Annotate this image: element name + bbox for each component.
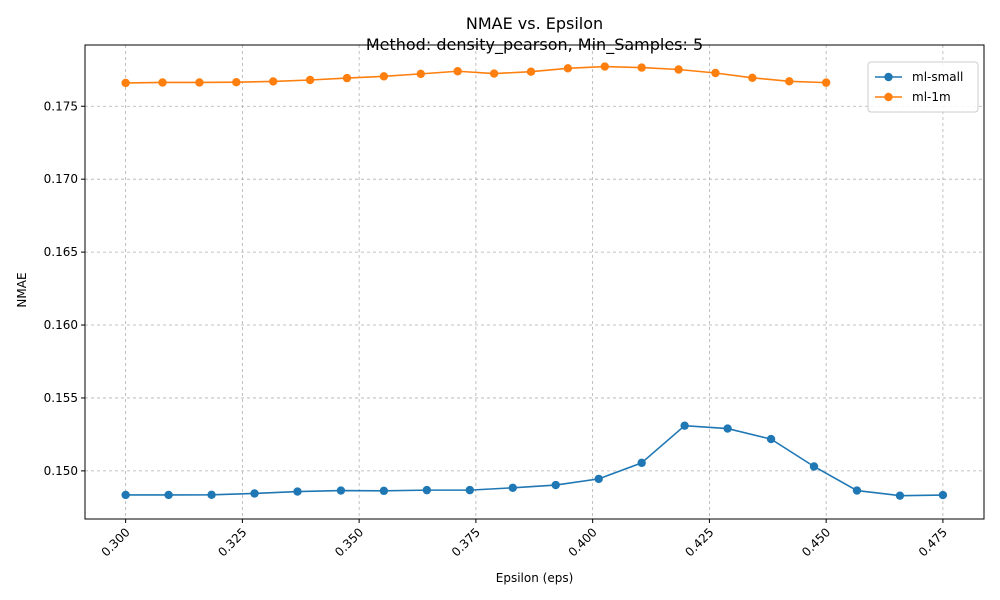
series-line-ml-1m [125,65,827,84]
x-axis-label: Epsilon (eps) [496,571,574,585]
data-point-ml-1m [674,65,683,74]
data-point-ml-1m [453,67,462,76]
legend-box [867,61,979,113]
y-tick-label: 0.150 [44,464,78,478]
data-point-ml-small [723,424,732,433]
series-line-ml-small [125,424,943,497]
x-tick-label: 0.450 [799,525,833,559]
data-point-ml-1m [121,78,130,88]
y-axis-label: NMAE [15,272,29,307]
data-point-ml-1m [342,73,352,83]
legend-marker-ml-small [884,72,893,82]
data-point-ml-1m [600,62,609,71]
data-point-ml-small [293,487,302,496]
x-tick-label: 0.350 [332,525,366,559]
data-point-ml-small [379,486,389,496]
data-point-ml-1m [416,69,425,79]
data-point-ml-1m [158,78,167,87]
x-tick-label: 0.325 [215,525,249,559]
y-tick-label: 0.170 [44,172,78,186]
data-point-ml-small [465,485,475,495]
data-point-ml-small [121,490,130,500]
x-tick-label: 0.400 [566,525,600,559]
x-tick-label: 0.475 [916,525,950,559]
data-point-ml-small [207,490,216,499]
data-point-ml-small [250,489,259,498]
data-point-ml-small [508,483,517,492]
data-point-ml-1m [748,73,757,83]
data-point-ml-1m [269,77,278,86]
data-point-ml-1m [232,77,241,87]
data-point-ml-small [551,480,560,490]
series-layer [121,62,948,500]
data-point-ml-small [594,474,603,484]
legend-label-ml-1m: ml-1m [912,90,951,104]
data-point-ml-small [680,421,689,430]
data-point-ml-1m [637,63,646,72]
data-point-ml-small [766,434,776,444]
x-tick-label: 0.425 [682,525,716,559]
x-tick-label: 0.300 [99,525,133,559]
y-tick-label: 0.160 [44,318,78,332]
chart-title: NMAE vs. Epsilon [466,14,603,33]
data-point-ml-1m [563,64,573,73]
data-point-ml-1m [305,75,315,85]
data-point-ml-1m [489,69,499,78]
data-point-ml-small [938,490,948,500]
y-tick-label: 0.165 [44,245,78,259]
data-point-ml-small [637,458,646,468]
plot-frame [84,44,985,520]
data-point-ml-small [336,486,346,495]
y-tick-label: 0.175 [44,99,78,113]
legend-label-ml-small: ml-small [912,70,963,84]
data-point-ml-small [809,462,819,471]
y-tick-label: 0.155 [44,391,78,405]
grid-lines [85,45,984,519]
data-point-ml-small [895,491,905,500]
data-point-ml-1m [526,67,536,76]
data-point-ml-small [164,490,173,500]
data-point-ml-small [422,485,432,495]
data-point-ml-1m [379,72,389,81]
data-point-ml-1m [711,68,720,78]
data-point-ml-small [852,486,862,495]
x-tick-label: 0.375 [449,525,483,559]
data-point-ml-1m [195,78,204,87]
data-point-ml-1m [821,78,831,87]
axis-ticks: 0.300 0.325 0.350 0.375 0.400 0.425 0.450 0.475… [44,99,950,559]
legend[interactable]: ml-small ml-1m [867,61,979,113]
legend-marker-ml-1m [884,92,893,102]
data-point-ml-1m [785,77,794,86]
